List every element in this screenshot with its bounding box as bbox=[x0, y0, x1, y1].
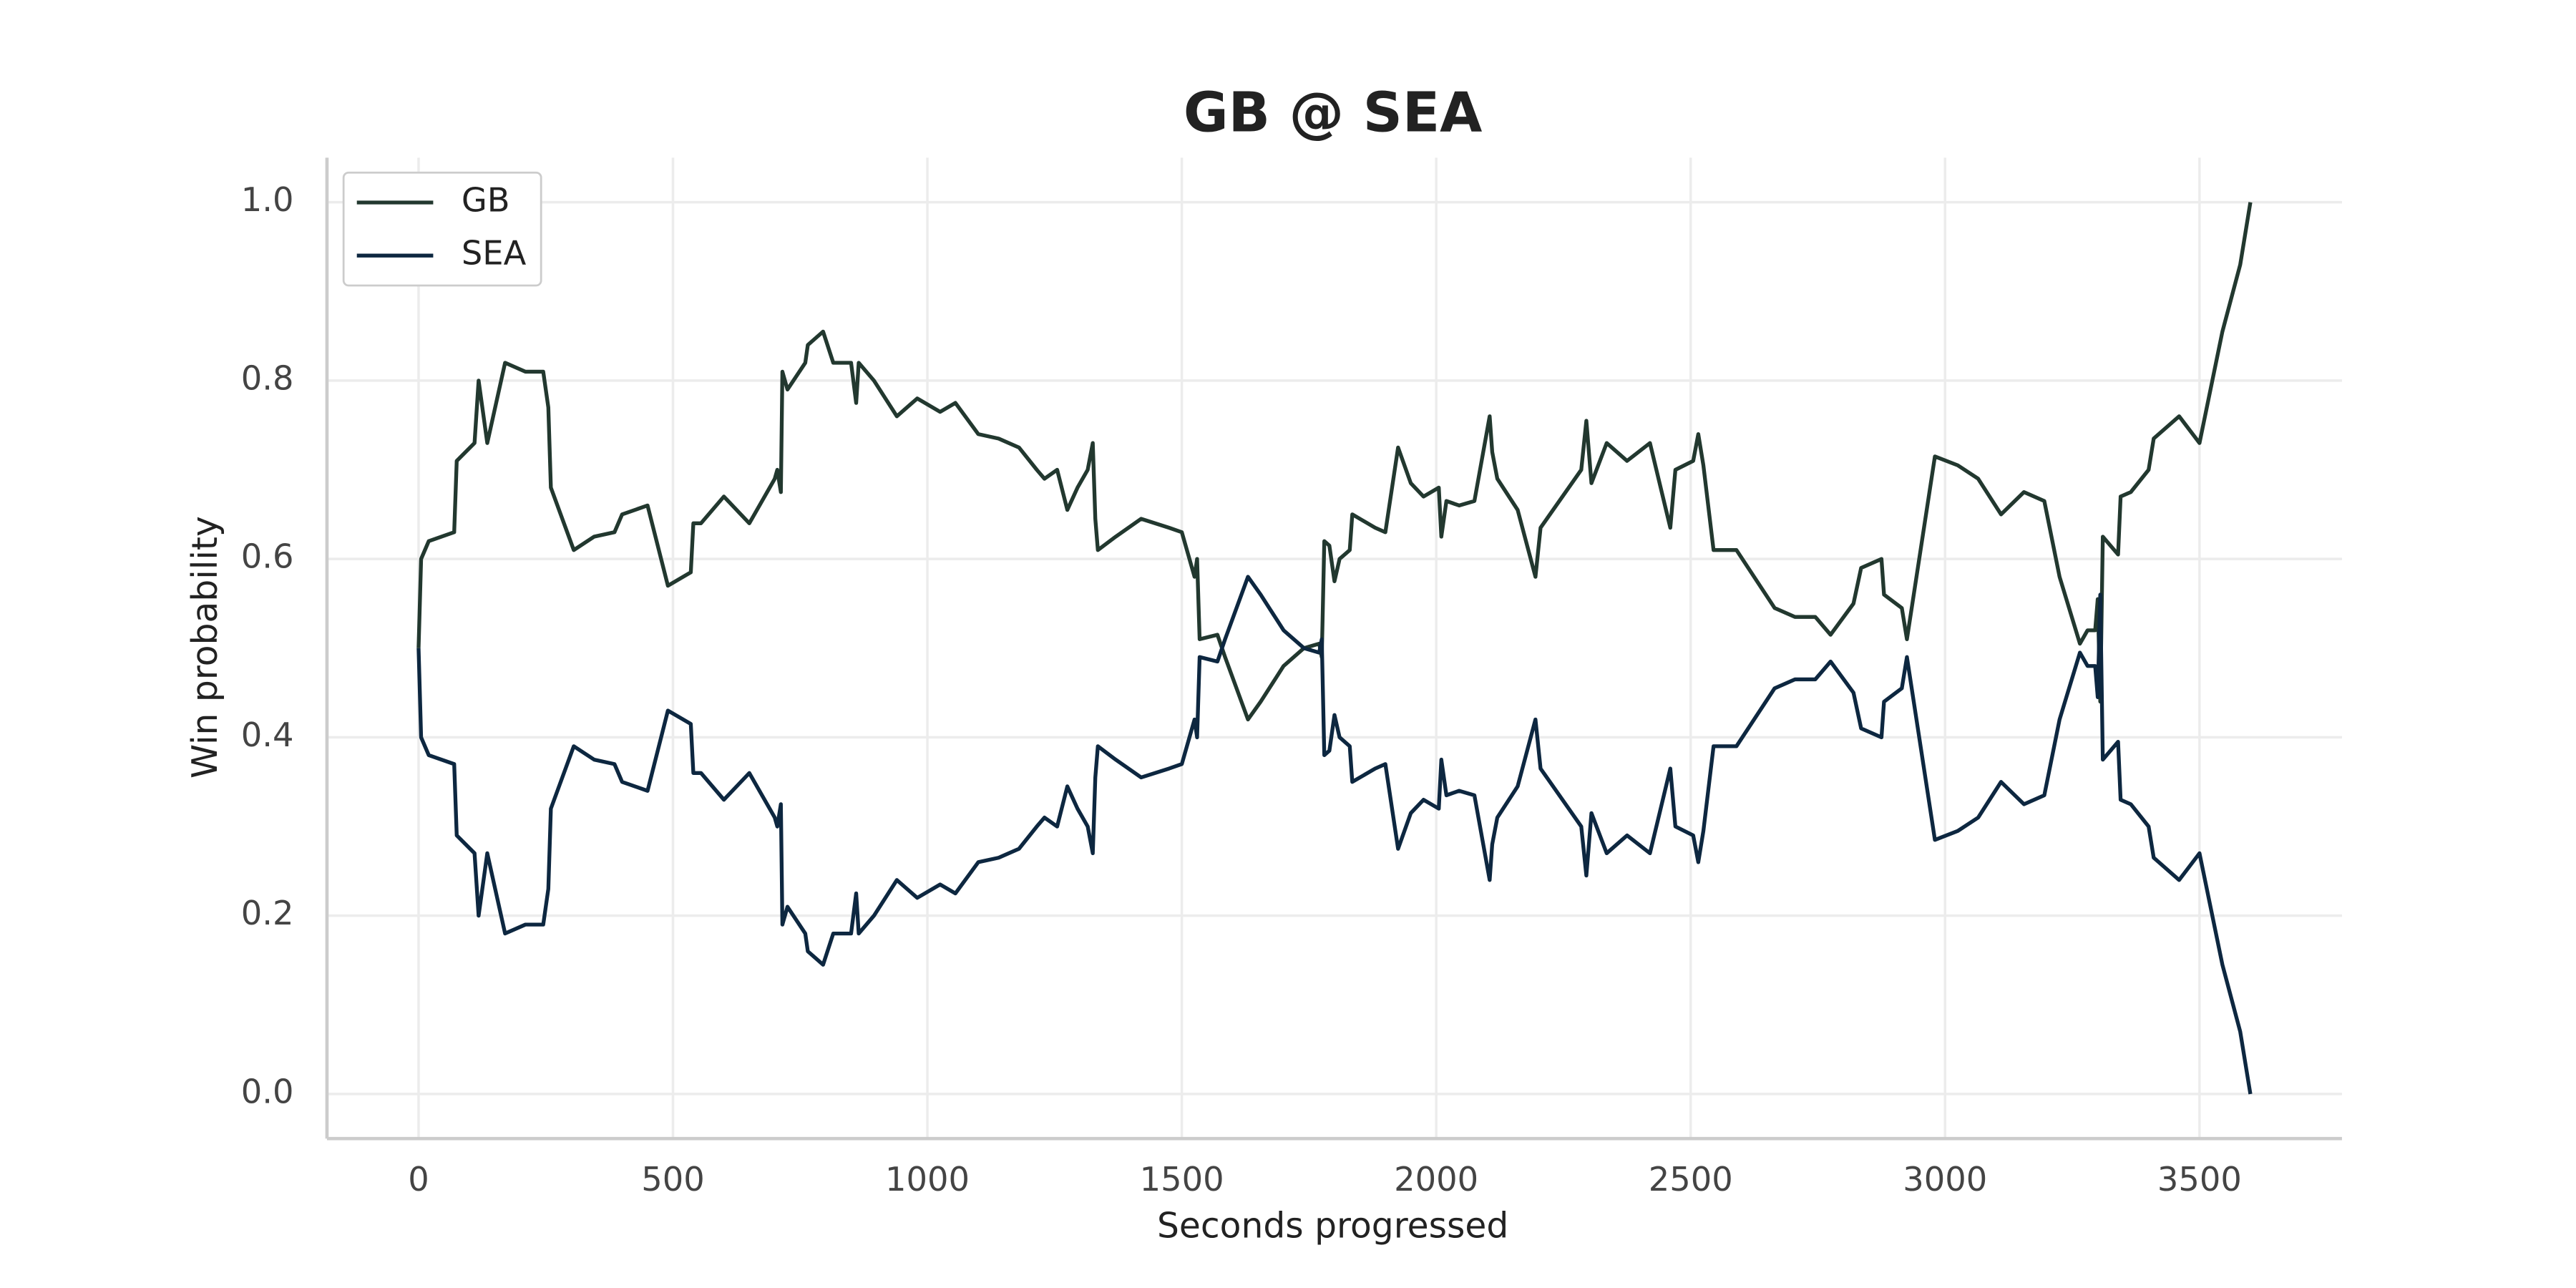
y-tick-label: 0.8 bbox=[241, 358, 294, 397]
y-tick-label: 0.4 bbox=[241, 716, 294, 754]
x-axis-label: Seconds progressed bbox=[1157, 1206, 1508, 1246]
x-tick-label: 2000 bbox=[1394, 1160, 1478, 1199]
legend-label: GB bbox=[462, 180, 510, 219]
chart-title: GB @ SEA bbox=[1184, 81, 1483, 145]
x-tick-label: 1000 bbox=[885, 1160, 970, 1199]
x-tick-label: 3000 bbox=[1903, 1160, 1987, 1199]
legend: GB SEA bbox=[342, 171, 542, 287]
y-axis-label: Win probability bbox=[185, 516, 225, 779]
series-line bbox=[416, 202, 2253, 722]
y-tick-label: 1.0 bbox=[241, 180, 294, 219]
x-tick-label: 500 bbox=[641, 1160, 705, 1199]
y-tick-label: 0.6 bbox=[241, 537, 294, 576]
y-tick-label: 0.0 bbox=[241, 1072, 294, 1111]
legend-label: SEA bbox=[462, 234, 527, 273]
x-tick-label: 2500 bbox=[1649, 1160, 1733, 1199]
series-line bbox=[416, 575, 2253, 1095]
x-tick-label: 0 bbox=[408, 1160, 429, 1199]
x-tick-label: 1500 bbox=[1140, 1160, 1224, 1199]
grid bbox=[326, 157, 2342, 1139]
y-tick-label: 0.2 bbox=[241, 894, 294, 932]
lines bbox=[416, 202, 2253, 1095]
x-tick-label: 3500 bbox=[2157, 1160, 2242, 1199]
